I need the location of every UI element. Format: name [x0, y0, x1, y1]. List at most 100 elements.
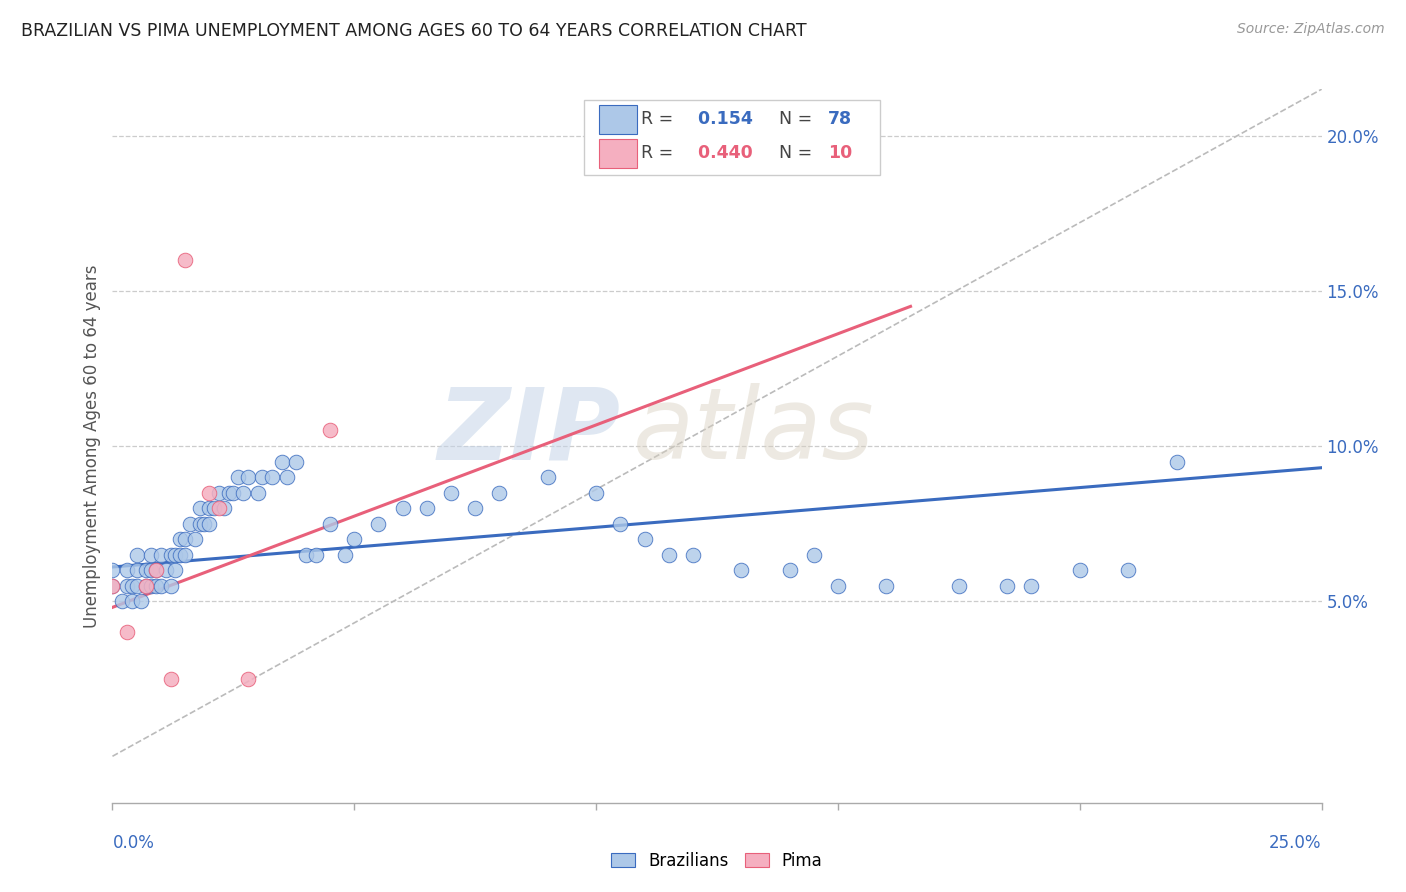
Point [319, 424, 342, 438]
Point [141, 563, 163, 577]
Point [174, 532, 197, 546]
Point [779, 563, 801, 577]
Text: 0.440: 0.440 [692, 144, 752, 161]
Text: ZIP: ZIP [437, 384, 620, 480]
Point [488, 485, 510, 500]
FancyBboxPatch shape [583, 100, 880, 175]
Point [165, 563, 187, 577]
Point [165, 548, 187, 562]
Point [208, 485, 231, 500]
Text: R =: R = [641, 144, 679, 161]
Point [202, 501, 225, 516]
Point [179, 516, 201, 531]
Point [276, 470, 298, 484]
Point [149, 548, 172, 562]
Point [111, 594, 134, 608]
Point [208, 501, 231, 516]
Point [270, 454, 292, 468]
Point [141, 548, 163, 562]
Point [416, 501, 439, 516]
Point [236, 470, 259, 484]
Point [995, 579, 1018, 593]
Text: Source: ZipAtlas.com: Source: ZipAtlas.com [1237, 22, 1385, 37]
Point [246, 485, 269, 500]
Point [145, 563, 167, 577]
Point [948, 579, 970, 593]
Point [135, 579, 157, 593]
Text: 10: 10 [828, 144, 852, 161]
Point [188, 516, 211, 531]
Point [537, 470, 560, 484]
Point [295, 548, 318, 562]
Point [232, 485, 254, 500]
Point [125, 579, 148, 593]
Point [145, 579, 167, 593]
Legend: Brazilians, Pima: Brazilians, Pima [605, 846, 830, 877]
Point [252, 470, 274, 484]
Point [121, 594, 143, 608]
Text: R =: R = [641, 110, 679, 128]
Point [464, 501, 486, 516]
Point [222, 485, 245, 500]
Point [875, 579, 897, 593]
Point [304, 548, 326, 562]
FancyBboxPatch shape [599, 105, 637, 134]
Point [145, 563, 167, 577]
Text: 0.154: 0.154 [692, 110, 752, 128]
Point [169, 548, 191, 562]
Point [1166, 454, 1188, 468]
Point [319, 516, 342, 531]
Point [198, 516, 221, 531]
Point [585, 485, 607, 500]
Text: N =: N = [768, 110, 818, 128]
FancyBboxPatch shape [599, 139, 637, 168]
Point [682, 548, 704, 562]
Point [285, 454, 308, 468]
Y-axis label: Unemployment Among Ages 60 to 64 years: Unemployment Among Ages 60 to 64 years [83, 264, 101, 628]
Point [218, 485, 240, 500]
Point [183, 532, 205, 546]
Point [193, 516, 215, 531]
Point [803, 548, 825, 562]
Text: N =: N = [768, 144, 818, 161]
Point [155, 563, 177, 577]
Point [169, 532, 191, 546]
Point [115, 579, 138, 593]
Point [658, 548, 681, 562]
Point [367, 516, 389, 531]
Point [159, 548, 181, 562]
Text: 0.0%: 0.0% [112, 834, 155, 852]
Point [159, 579, 181, 593]
Point [141, 579, 163, 593]
Point [101, 563, 124, 577]
Point [262, 470, 284, 484]
Point [226, 470, 249, 484]
Point [1116, 563, 1139, 577]
Point [101, 579, 124, 593]
Point [135, 563, 157, 577]
Point [115, 625, 138, 640]
Point [440, 485, 463, 500]
Point [827, 579, 849, 593]
Point [188, 501, 211, 516]
Point [609, 516, 631, 531]
Point [101, 579, 124, 593]
Point [1069, 563, 1091, 577]
Point [125, 548, 148, 562]
Text: 25.0%: 25.0% [1270, 834, 1322, 852]
Point [730, 563, 752, 577]
Point [131, 594, 153, 608]
Text: 78: 78 [828, 110, 852, 128]
Point [343, 532, 366, 546]
Point [125, 563, 148, 577]
Point [198, 501, 221, 516]
Text: BRAZILIAN VS PIMA UNEMPLOYMENT AMONG AGES 60 TO 64 YEARS CORRELATION CHART: BRAZILIAN VS PIMA UNEMPLOYMENT AMONG AGE… [21, 22, 807, 40]
Point [174, 548, 197, 562]
Point [174, 252, 197, 267]
Point [198, 485, 221, 500]
Point [333, 548, 356, 562]
Point [391, 501, 413, 516]
Point [633, 532, 655, 546]
Point [236, 672, 259, 686]
Text: atlas: atlas [633, 384, 875, 480]
